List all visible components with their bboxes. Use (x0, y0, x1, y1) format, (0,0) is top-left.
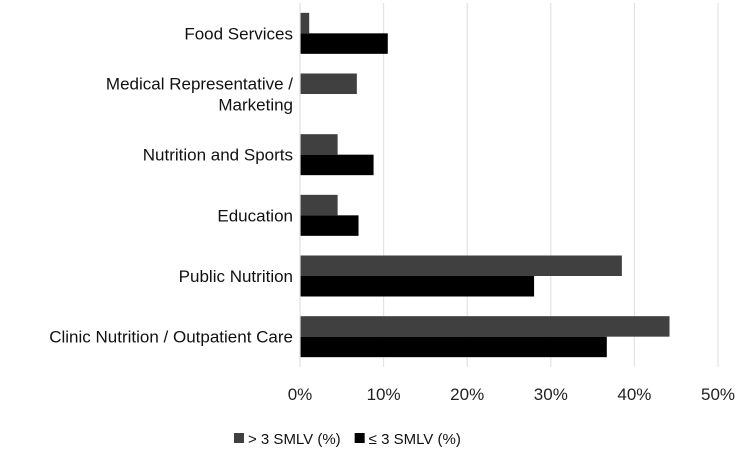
category-label: Clinic Nutrition / Outpatient Care (49, 328, 293, 347)
x-tick-label: 30% (534, 385, 568, 404)
category-label: Public Nutrition (179, 267, 293, 286)
category-label: Food Services (184, 24, 293, 43)
bar-le3 (300, 154, 374, 176)
bar-le3 (300, 276, 535, 297)
bar-le3 (300, 215, 359, 236)
bar-le3 (300, 336, 607, 358)
category-label: Nutrition and Sports (143, 146, 293, 165)
bar-gt3 (300, 12, 310, 34)
x-tick-label: 40% (617, 385, 651, 404)
bar-gt3 (300, 316, 670, 337)
bar-gt3 (300, 73, 357, 94)
x-tick-label: 0% (288, 385, 313, 404)
x-tick-label: 20% (450, 385, 484, 404)
legend-swatch (354, 433, 365, 443)
bar-gt3 (300, 134, 338, 155)
category-label: Education (217, 206, 293, 225)
bar-le3 (300, 33, 388, 54)
bar-gt3 (300, 194, 338, 216)
legend-swatch (234, 433, 244, 443)
x-tick-label: 50% (701, 385, 735, 404)
legend-label: ≤ 3 SMLV (%) (369, 431, 461, 448)
bar-gt3 (300, 255, 622, 276)
legend-label: > 3 SMLV (%) (248, 431, 341, 448)
category-label: Medical Representative / Marketing (106, 75, 293, 115)
x-tick-label: 10% (367, 385, 401, 404)
